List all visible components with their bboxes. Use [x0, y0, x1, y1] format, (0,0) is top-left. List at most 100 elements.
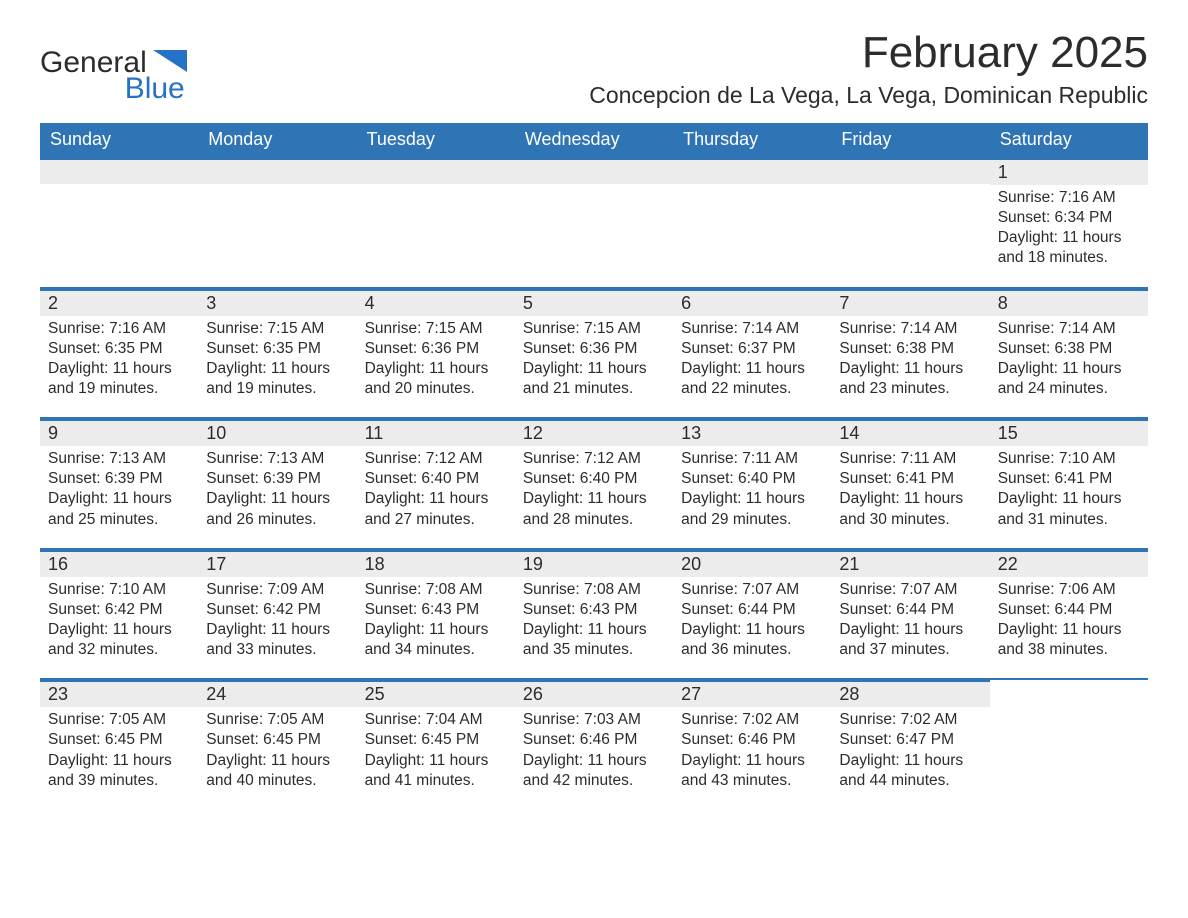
sunset-text: Sunset: 6:39 PM [48, 469, 190, 489]
day-body: Sunrise: 7:12 AMSunset: 6:40 PMDaylight:… [357, 446, 515, 530]
day-body: Sunrise: 7:03 AMSunset: 6:46 PMDaylight:… [515, 707, 673, 791]
day-body: Sunrise: 7:13 AMSunset: 6:39 PMDaylight:… [40, 446, 198, 530]
calendar-day [831, 157, 989, 288]
day-body: Sunrise: 7:05 AMSunset: 6:45 PMDaylight:… [198, 707, 356, 791]
sunrise-text: Sunrise: 7:11 AM [839, 449, 981, 469]
location: Concepcion de La Vega, La Vega, Dominica… [589, 82, 1148, 109]
daylight-line1: Daylight: 11 hours [998, 620, 1140, 640]
daylight-line2: and 33 minutes. [206, 640, 348, 660]
calendar-week: 9Sunrise: 7:13 AMSunset: 6:39 PMDaylight… [40, 418, 1148, 549]
daylight-line2: and 44 minutes. [839, 771, 981, 791]
day-body: Sunrise: 7:05 AMSunset: 6:45 PMDaylight:… [40, 707, 198, 791]
sunrise-text: Sunrise: 7:11 AM [681, 449, 823, 469]
daylight-line2: and 20 minutes. [365, 379, 507, 399]
empty-day [40, 158, 198, 184]
sunset-text: Sunset: 6:45 PM [206, 730, 348, 750]
sunset-text: Sunset: 6:39 PM [206, 469, 348, 489]
daylight-line1: Daylight: 11 hours [998, 359, 1140, 379]
calendar-day [990, 679, 1148, 809]
calendar-day: 2Sunrise: 7:16 AMSunset: 6:35 PMDaylight… [40, 288, 198, 419]
day-body: Sunrise: 7:09 AMSunset: 6:42 PMDaylight:… [198, 577, 356, 661]
day-number: 6 [673, 289, 831, 316]
daylight-line1: Daylight: 11 hours [48, 620, 190, 640]
daylight-line1: Daylight: 11 hours [998, 228, 1140, 248]
daylight-line1: Daylight: 11 hours [681, 751, 823, 771]
calendar-day: 13Sunrise: 7:11 AMSunset: 6:40 PMDayligh… [673, 418, 831, 549]
day-body: Sunrise: 7:07 AMSunset: 6:44 PMDaylight:… [831, 577, 989, 661]
day-body: Sunrise: 7:14 AMSunset: 6:38 PMDaylight:… [831, 316, 989, 400]
calendar-body: 1Sunrise: 7:16 AMSunset: 6:34 PMDaylight… [40, 157, 1148, 809]
day-number: 27 [673, 680, 831, 707]
daylight-line1: Daylight: 11 hours [523, 620, 665, 640]
calendar-day: 6Sunrise: 7:14 AMSunset: 6:37 PMDaylight… [673, 288, 831, 419]
daylight-line2: and 32 minutes. [48, 640, 190, 660]
day-number: 20 [673, 550, 831, 577]
empty-day [357, 158, 515, 184]
calendar-week: 2Sunrise: 7:16 AMSunset: 6:35 PMDaylight… [40, 288, 1148, 419]
calendar-week: 1Sunrise: 7:16 AMSunset: 6:34 PMDaylight… [40, 157, 1148, 288]
day-of-week-header: Tuesday [357, 123, 515, 157]
calendar-day: 17Sunrise: 7:09 AMSunset: 6:42 PMDayligh… [198, 549, 356, 680]
daylight-line2: and 39 minutes. [48, 771, 190, 791]
day-number: 5 [515, 289, 673, 316]
sunset-text: Sunset: 6:40 PM [681, 469, 823, 489]
day-body: Sunrise: 7:04 AMSunset: 6:45 PMDaylight:… [357, 707, 515, 791]
calendar-day: 4Sunrise: 7:15 AMSunset: 6:36 PMDaylight… [357, 288, 515, 419]
daylight-line1: Daylight: 11 hours [48, 489, 190, 509]
calendar-day: 25Sunrise: 7:04 AMSunset: 6:45 PMDayligh… [357, 679, 515, 809]
calendar-day [673, 157, 831, 288]
calendar-table: SundayMondayTuesdayWednesdayThursdayFrid… [40, 123, 1148, 809]
daylight-line2: and 19 minutes. [48, 379, 190, 399]
daylight-line2: and 37 minutes. [839, 640, 981, 660]
daylight-line1: Daylight: 11 hours [839, 620, 981, 640]
sunrise-text: Sunrise: 7:10 AM [48, 580, 190, 600]
daylight-line2: and 36 minutes. [681, 640, 823, 660]
daylight-line2: and 41 minutes. [365, 771, 507, 791]
calendar-day: 18Sunrise: 7:08 AMSunset: 6:43 PMDayligh… [357, 549, 515, 680]
day-body: Sunrise: 7:15 AMSunset: 6:35 PMDaylight:… [198, 316, 356, 400]
daylight-line2: and 27 minutes. [365, 510, 507, 530]
calendar-day: 15Sunrise: 7:10 AMSunset: 6:41 PMDayligh… [990, 418, 1148, 549]
logo: General Blue [40, 28, 187, 106]
daylight-line1: Daylight: 11 hours [839, 359, 981, 379]
sunset-text: Sunset: 6:45 PM [365, 730, 507, 750]
daylight-line2: and 28 minutes. [523, 510, 665, 530]
calendar-week: 23Sunrise: 7:05 AMSunset: 6:45 PMDayligh… [40, 679, 1148, 809]
empty-day [198, 158, 356, 184]
calendar-day: 3Sunrise: 7:15 AMSunset: 6:35 PMDaylight… [198, 288, 356, 419]
day-body: Sunrise: 7:14 AMSunset: 6:38 PMDaylight:… [990, 316, 1148, 400]
daylight-line2: and 42 minutes. [523, 771, 665, 791]
sunset-text: Sunset: 6:40 PM [365, 469, 507, 489]
sunrise-text: Sunrise: 7:08 AM [523, 580, 665, 600]
calendar-day: 8Sunrise: 7:14 AMSunset: 6:38 PMDaylight… [990, 288, 1148, 419]
sunset-text: Sunset: 6:46 PM [523, 730, 665, 750]
calendar-day [357, 157, 515, 288]
day-of-week-header: Saturday [990, 123, 1148, 157]
calendar-day: 19Sunrise: 7:08 AMSunset: 6:43 PMDayligh… [515, 549, 673, 680]
sunrise-text: Sunrise: 7:02 AM [681, 710, 823, 730]
sunrise-text: Sunrise: 7:10 AM [998, 449, 1140, 469]
daylight-line2: and 40 minutes. [206, 771, 348, 791]
header: General Blue February 2025 Concepcion de… [40, 28, 1148, 117]
day-number: 8 [990, 289, 1148, 316]
day-number: 4 [357, 289, 515, 316]
sunset-text: Sunset: 6:44 PM [839, 600, 981, 620]
daylight-line2: and 29 minutes. [681, 510, 823, 530]
empty-day [515, 158, 673, 184]
daylight-line2: and 19 minutes. [206, 379, 348, 399]
sunset-text: Sunset: 6:38 PM [839, 339, 981, 359]
daylight-line2: and 31 minutes. [998, 510, 1140, 530]
calendar-day: 9Sunrise: 7:13 AMSunset: 6:39 PMDaylight… [40, 418, 198, 549]
days-of-week-row: SundayMondayTuesdayWednesdayThursdayFrid… [40, 123, 1148, 157]
daylight-line1: Daylight: 11 hours [365, 489, 507, 509]
month-title: February 2025 [589, 28, 1148, 78]
day-number: 17 [198, 550, 356, 577]
daylight-line2: and 18 minutes. [998, 248, 1140, 268]
sunset-text: Sunset: 6:36 PM [523, 339, 665, 359]
day-body: Sunrise: 7:08 AMSunset: 6:43 PMDaylight:… [515, 577, 673, 661]
day-body: Sunrise: 7:02 AMSunset: 6:46 PMDaylight:… [673, 707, 831, 791]
daylight-line1: Daylight: 11 hours [206, 489, 348, 509]
day-body: Sunrise: 7:16 AMSunset: 6:34 PMDaylight:… [990, 185, 1148, 269]
daylight-line1: Daylight: 11 hours [206, 359, 348, 379]
daylight-line1: Daylight: 11 hours [365, 359, 507, 379]
